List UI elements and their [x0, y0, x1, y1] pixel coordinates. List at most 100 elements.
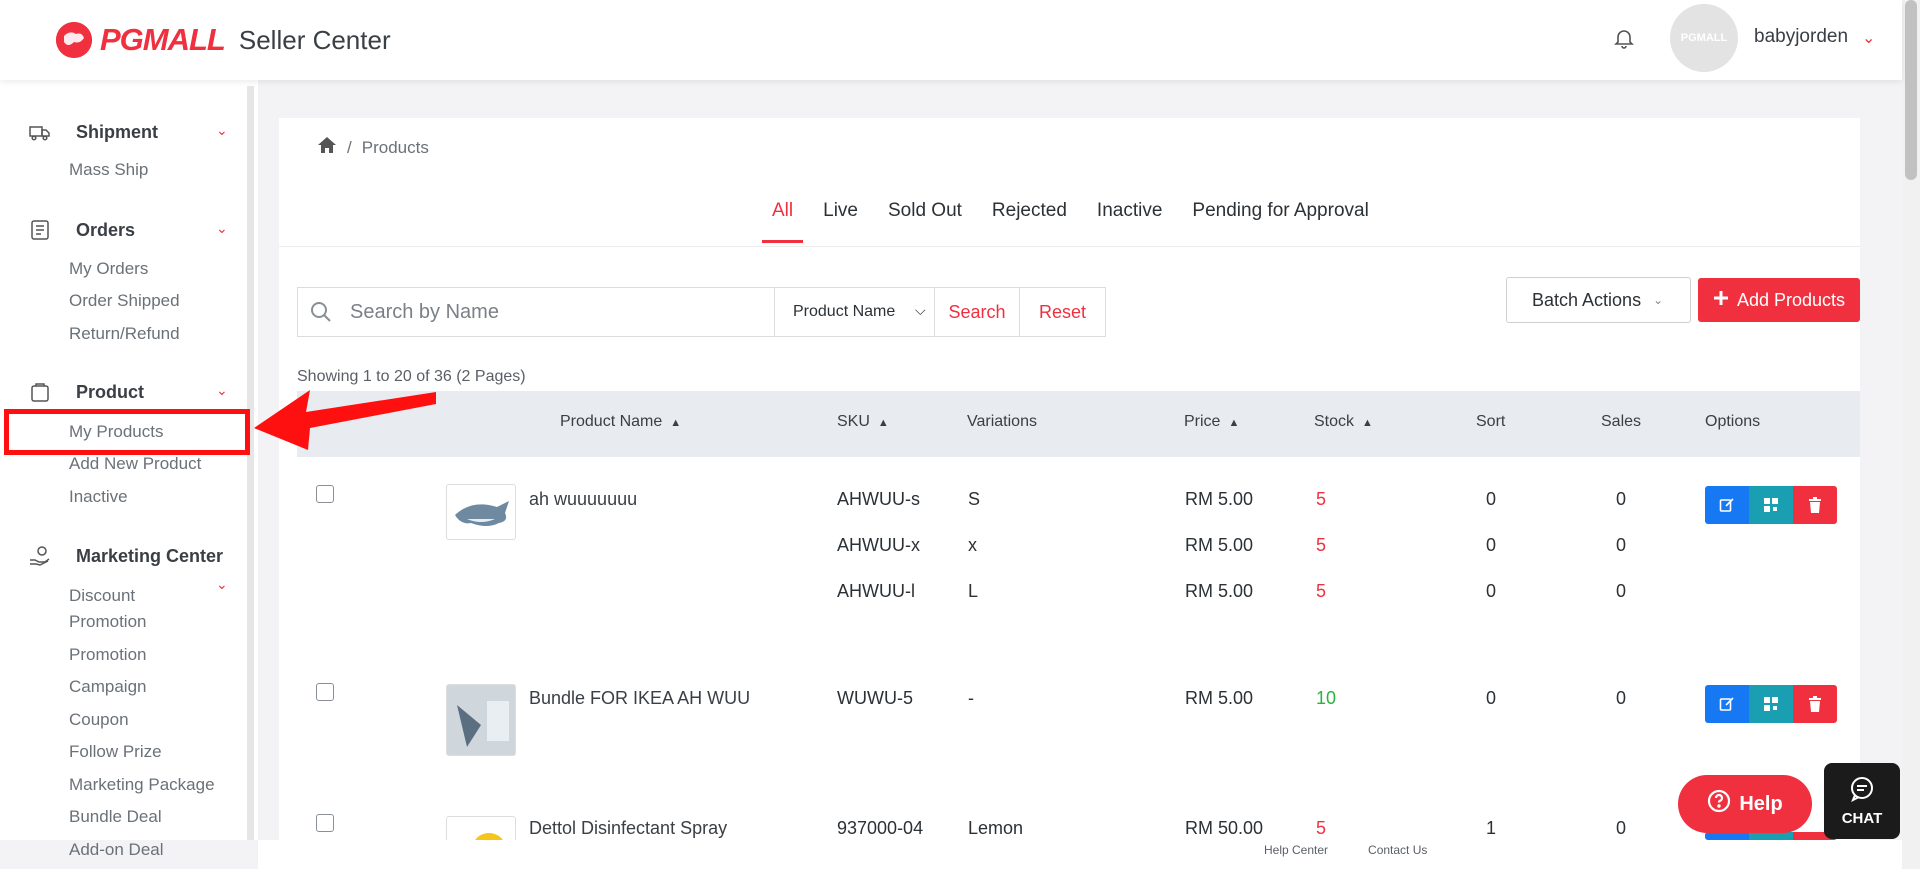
- logo-subtitle: Seller Center: [238, 24, 391, 55]
- product-thumbnail[interactable]: [446, 684, 516, 756]
- tab-pending-approval[interactable]: Pending for Approval: [1192, 200, 1369, 221]
- chat-label: CHAT: [1841, 809, 1883, 827]
- tab-live[interactable]: Live: [823, 200, 858, 221]
- edit-icon[interactable]: [1705, 832, 1749, 840]
- column-header-stock[interactable]: Stock ▲︎: [1314, 413, 1373, 431]
- sales-cell: 0: [1616, 818, 1627, 838]
- sidebar-header-marketing[interactable]: Marketing Center: [28, 544, 223, 568]
- chevron-down-icon[interactable]: ⌄: [1862, 30, 1876, 47]
- tab-sold-out[interactable]: Sold Out: [887, 200, 962, 221]
- column-header-label: Stock: [1314, 413, 1355, 430]
- clipboard-icon: [28, 218, 52, 242]
- username[interactable]: babyjorden: [1754, 26, 1849, 47]
- column-header-price[interactable]: Price ▲︎: [1184, 413, 1239, 431]
- sidebar-item-follow-prize[interactable]: Follow Prize: [69, 742, 162, 761]
- batch-actions-label: Batch Actions: [1532, 289, 1642, 310]
- product-name[interactable]: Dettol Disinfectant Spray: [529, 818, 728, 838]
- chevron-down-icon: ⌄: [1653, 293, 1664, 307]
- sidebar-item-bundle-deal[interactable]: Bundle Deal: [69, 807, 162, 826]
- top-header: PGMALL Seller Center PGMALL babyjorden ⌄: [0, 0, 1902, 80]
- row-checkbox[interactable]: [316, 485, 334, 503]
- sidebar-item-add-on-deal[interactable]: Add-on Deal: [69, 840, 164, 859]
- sidebar-item-my-orders[interactable]: My Orders: [69, 259, 149, 278]
- sidebar-header-shipment[interactable]: Shipment: [28, 120, 158, 144]
- row-options: [1705, 685, 1837, 723]
- sidebar-item-mass-ship[interactable]: Mass Ship: [69, 160, 149, 179]
- sku-cell: AHWUU-s: [837, 489, 920, 509]
- price-cell: RM 5.00: [1185, 581, 1254, 601]
- chevron-down-icon[interactable]: ⌄: [216, 122, 228, 138]
- chevron-down-icon[interactable]: ⌄: [216, 220, 228, 236]
- sidebar-item-return-refund[interactable]: Return/Refund: [69, 324, 180, 343]
- sidebar-scrollbar[interactable]: [247, 86, 254, 840]
- reset-button[interactable]: Reset: [1019, 287, 1106, 337]
- page-scrollbar-thumb[interactable]: [1905, 0, 1917, 180]
- stock-cell: 5: [1316, 489, 1327, 509]
- sidebar-item-promotion[interactable]: Promotion: [69, 645, 147, 664]
- tabs-divider: [279, 246, 1860, 247]
- chevron-down-icon[interactable]: ⌄: [216, 382, 228, 398]
- edit-icon[interactable]: [1705, 685, 1749, 723]
- sort-cell: 1: [1486, 818, 1497, 838]
- price-cell: RM 5.00: [1185, 489, 1254, 509]
- sidebar-item-discount[interactable]: Discount: [69, 586, 136, 605]
- sidebar-item-coupon[interactable]: Coupon: [69, 710, 129, 729]
- edit-icon[interactable]: [1705, 486, 1749, 524]
- trash-icon[interactable]: [1793, 685, 1837, 723]
- sidebar-item-campaign[interactable]: Campaign: [69, 677, 147, 696]
- column-header-options: Options: [1705, 413, 1761, 430]
- help-button[interactable]: Help: [1678, 775, 1812, 833]
- annotation-highlight-box: [4, 409, 250, 455]
- sidebar-item-my-products[interactable]: My Products: [69, 422, 164, 441]
- sidebar-item-add-new-product[interactable]: Add New Product: [69, 454, 202, 473]
- pagination-summary: Showing 1 to 20 of 36 (2 Pages): [297, 368, 526, 385]
- qr-code-icon[interactable]: [1749, 685, 1793, 723]
- sort-icon: ▲︎: [1228, 417, 1240, 429]
- status-tabs: All Live Sold Out Rejected Inactive Pend…: [762, 200, 1389, 243]
- sidebar-item-marketing-package[interactable]: Marketing Package: [69, 775, 215, 794]
- trash-icon[interactable]: [1793, 486, 1837, 524]
- sidebar-item-order-shipped[interactable]: Order Shipped: [69, 291, 180, 310]
- avatar[interactable]: PGMALL: [1670, 4, 1738, 72]
- column-header-product-name[interactable]: Product Name ▲︎: [560, 413, 681, 431]
- qr-code-icon[interactable]: [1749, 486, 1793, 524]
- add-products-button[interactable]: Add Products: [1698, 278, 1860, 322]
- sidebar-item-discount-promotion[interactable]: Promotion: [69, 612, 147, 631]
- plus-icon: [1713, 290, 1729, 311]
- home-icon[interactable]: [317, 136, 337, 159]
- sort-icon: ▲︎: [877, 417, 889, 429]
- tab-rejected[interactable]: Rejected: [991, 200, 1067, 221]
- product-name[interactable]: ah wuuuuuuu: [529, 489, 638, 509]
- hand-coin-icon: [28, 544, 52, 568]
- chevron-down-icon[interactable]: ⌄: [216, 576, 228, 592]
- sku-cell: AHWUU-x: [837, 535, 920, 555]
- pgmall-logo[interactable]: PGMALL Seller Center: [56, 22, 391, 58]
- price-cell: RM 5.00: [1185, 535, 1254, 555]
- notification-bell-icon[interactable]: [1612, 26, 1636, 50]
- product-name[interactable]: Bundle FOR IKEA AH WUU: [529, 688, 751, 708]
- sidebar-header-orders[interactable]: Orders: [28, 218, 135, 242]
- qr-code-icon[interactable]: [1749, 832, 1793, 840]
- search-button[interactable]: Search: [934, 287, 1020, 337]
- tab-all[interactable]: All: [762, 200, 804, 243]
- column-header-sku[interactable]: SKU ▲︎: [837, 413, 889, 431]
- product-thumbnail[interactable]: [446, 484, 516, 540]
- sidebar-header-product[interactable]: Product: [28, 380, 144, 404]
- variation-cell: S: [968, 489, 981, 509]
- row-options: [1705, 832, 1837, 840]
- search-input[interactable]: [350, 300, 750, 324]
- batch-actions-button[interactable]: Batch Actions ⌄: [1506, 277, 1691, 323]
- row-checkbox[interactable]: [316, 814, 334, 832]
- avatar-label: PGMALL: [1680, 32, 1728, 44]
- help-center-link[interactable]: Help Center: [1264, 843, 1329, 857]
- search-field-select[interactable]: Product Name ⌵: [775, 287, 935, 337]
- chat-button[interactable]: CHAT: [1824, 763, 1900, 839]
- page-scrollbar-track[interactable]: [1902, 0, 1920, 869]
- box-icon: [28, 380, 52, 404]
- trash-icon[interactable]: [1793, 832, 1837, 840]
- breadcrumb-separator: /: [347, 137, 352, 157]
- sidebar-item-inactive[interactable]: Inactive: [69, 487, 128, 506]
- tab-inactive[interactable]: Inactive: [1096, 200, 1163, 221]
- row-checkbox[interactable]: [316, 683, 334, 701]
- contact-us-link[interactable]: Contact Us: [1368, 843, 1428, 857]
